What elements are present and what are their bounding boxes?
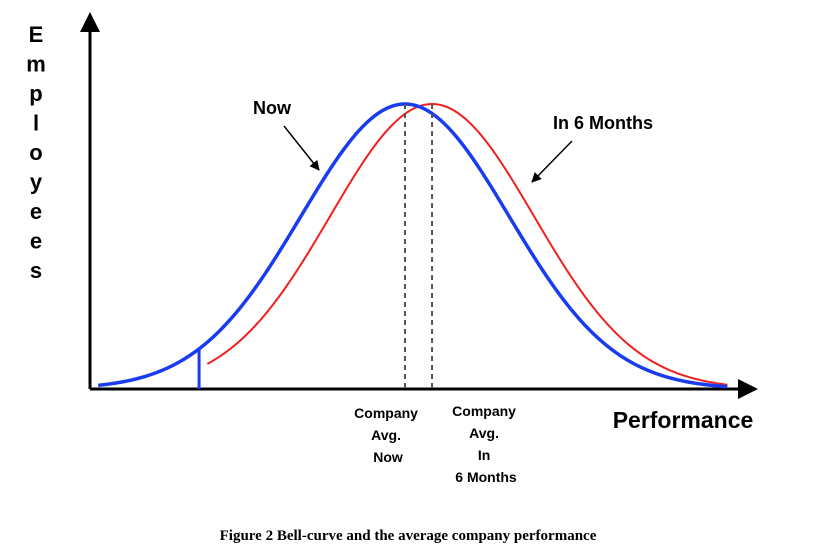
y-axis-label-letter: o [29, 140, 42, 165]
y-axis-label-letter: e [30, 199, 42, 224]
y-axis-label-letter: e [30, 229, 42, 254]
series-label-now-pointer [283, 125, 320, 171]
y-axis-label-letter: l [33, 111, 39, 136]
avg-6-months-label-line: Avg. [469, 425, 499, 441]
avg-6-months-label-line: In [478, 447, 490, 463]
avg-now-label-line: Company [354, 405, 418, 421]
x-axis-label: Performance [613, 407, 754, 433]
series-label-now: Now [253, 98, 292, 118]
y-axis-label-letter: p [29, 81, 42, 106]
y-axis-label-letter: s [30, 258, 42, 283]
series-line-in-6-months [206, 102, 728, 386]
avg-now-label-line: Now [373, 449, 403, 465]
y-axis-label-letter: y [30, 170, 43, 195]
y-axis-label-letter: m [26, 52, 46, 77]
avg-6-months-label-line: Company [452, 403, 516, 419]
avg-now-label-line: Avg. [371, 427, 401, 443]
series-label-in-6-months-pointer [531, 140, 573, 183]
y-axis-label-letter: E [29, 22, 44, 47]
avg-now-label: Company Avg. Now [354, 405, 422, 465]
x-axis-arrowhead [738, 379, 758, 399]
series-line-now [98, 102, 728, 389]
avg-6-months-label-line: 6 Months [455, 469, 517, 485]
y-axis-arrowhead [80, 12, 100, 32]
series-label-in-6-months: In 6 Months [553, 113, 653, 133]
avg-6-months-label: Company Avg. In 6 Months [452, 403, 520, 485]
figure-caption: Figure 2 Bell-curve and the average comp… [219, 528, 597, 544]
